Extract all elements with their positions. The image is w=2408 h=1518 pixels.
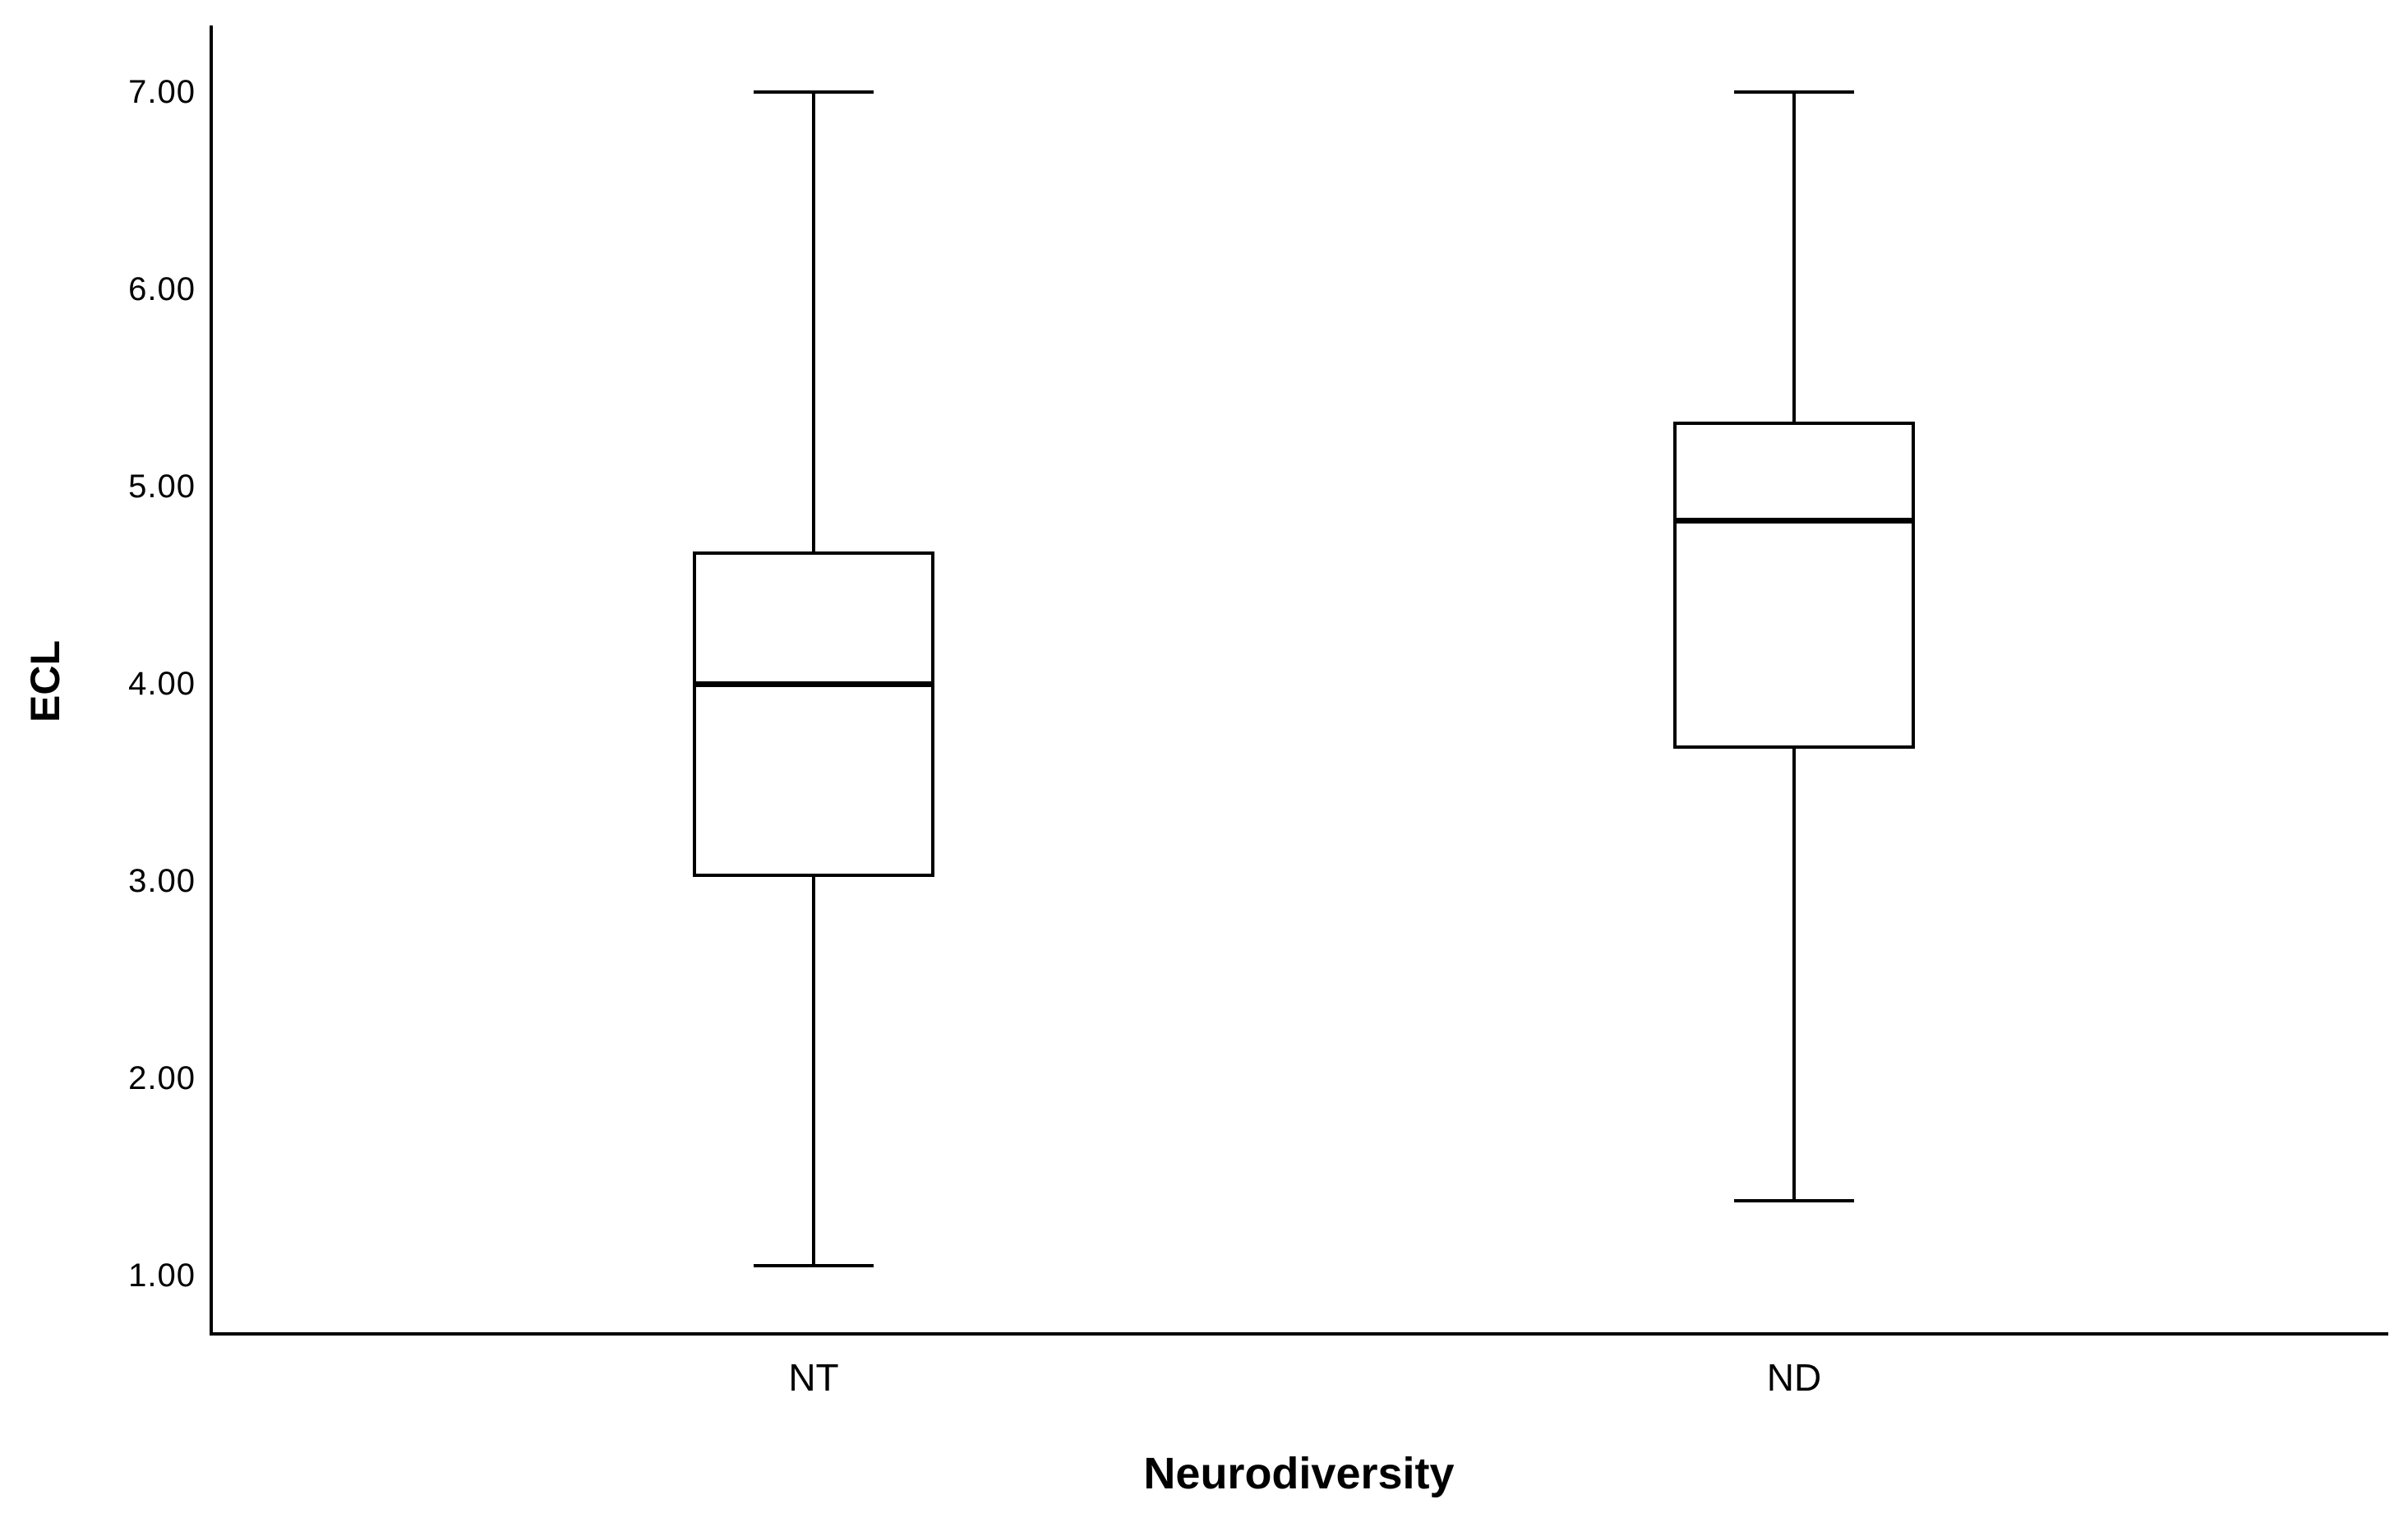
upper-whisker-cap-ND (1734, 90, 1854, 94)
y-tick-label: 4.00 (128, 666, 196, 702)
lower-whisker-line-ND (1792, 749, 1796, 1201)
y-tick-label: 2.00 (128, 1060, 196, 1096)
median-line-ND (1673, 517, 1915, 524)
iqr-box-NT (693, 551, 934, 878)
y-tick-label: 3.00 (128, 863, 196, 899)
iqr-box-ND (1673, 421, 1915, 750)
y-axis-line (210, 25, 213, 1334)
upper-whisker-cap-NT (754, 90, 874, 94)
x-axis-line (210, 1332, 2388, 1336)
x-axis-title: Neurodiversity (1143, 1449, 1455, 1498)
median-line-NT (693, 681, 934, 687)
lower-whisker-cap-ND (1734, 1198, 1854, 1202)
upper-whisker-line-NT (812, 92, 815, 552)
y-tick-label: 7.00 (128, 74, 196, 110)
lower-whisker-cap-NT (754, 1264, 874, 1267)
x-category-label-ND: ND (1766, 1356, 1822, 1399)
lower-whisker-line-NT (812, 877, 815, 1266)
upper-whisker-line-ND (1792, 92, 1796, 422)
x-category-label-NT: NT (788, 1356, 839, 1399)
y-tick-label: 6.00 (128, 271, 196, 307)
y-tick-label: 1.00 (128, 1257, 196, 1294)
y-tick-label: 5.00 (128, 468, 196, 505)
